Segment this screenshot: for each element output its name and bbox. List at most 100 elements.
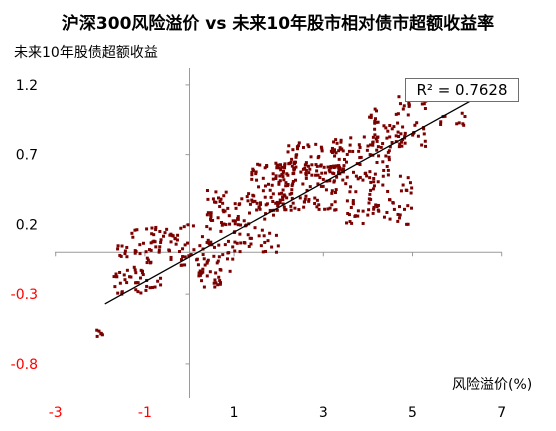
data-point [337, 149, 341, 153]
data-point [332, 149, 336, 153]
data-point [353, 214, 357, 218]
data-point [251, 200, 255, 204]
data-point [411, 133, 415, 137]
data-point [265, 163, 269, 167]
data-point [301, 167, 305, 171]
data-point [341, 167, 345, 171]
data-point [368, 115, 372, 119]
data-point [205, 261, 209, 265]
data-point [396, 219, 400, 223]
data-point [348, 143, 352, 147]
data-point [253, 226, 257, 230]
data-point [284, 181, 288, 185]
data-point [316, 173, 320, 177]
data-point [326, 207, 330, 211]
data-point [198, 269, 202, 273]
data-point [115, 275, 119, 279]
data-point [271, 213, 275, 217]
data-point [134, 271, 138, 275]
data-point [310, 173, 314, 177]
data-point [314, 173, 318, 177]
data-point [280, 165, 284, 169]
data-point [287, 162, 291, 166]
data-point [261, 189, 265, 193]
data-point [277, 166, 281, 170]
data-point [367, 201, 371, 205]
data-point [406, 204, 410, 208]
data-point [189, 253, 193, 257]
data-point [212, 281, 216, 285]
data-point [205, 189, 209, 193]
data-point [321, 177, 325, 181]
data-point [349, 136, 353, 140]
data-point [132, 265, 136, 269]
data-point [133, 228, 137, 232]
data-point [258, 201, 262, 205]
data-point [374, 117, 378, 121]
data-point [390, 127, 394, 131]
data-point [283, 163, 287, 167]
data-point [420, 102, 424, 106]
data-point [198, 244, 202, 248]
data-point [345, 152, 349, 156]
data-point [407, 101, 411, 105]
data-point [176, 233, 180, 237]
data-point [373, 127, 377, 131]
data-point [268, 188, 272, 192]
data-point [339, 140, 343, 144]
data-point [330, 189, 334, 193]
data-point [271, 200, 275, 204]
data-point [337, 164, 341, 168]
data-point [216, 259, 220, 263]
data-point [333, 154, 337, 158]
data-point [283, 166, 287, 170]
data-point [122, 273, 126, 277]
data-point [159, 238, 163, 242]
data-point [238, 250, 242, 254]
data-point [148, 261, 152, 265]
data-point [157, 248, 161, 252]
data-point [392, 207, 396, 211]
data-point [258, 163, 262, 167]
data-point [277, 192, 281, 196]
data-point [376, 145, 380, 149]
data-point [236, 223, 240, 227]
data-point [304, 171, 308, 175]
data-point [263, 195, 267, 199]
data-point [252, 194, 256, 198]
data-point [308, 167, 312, 171]
data-point [317, 203, 321, 207]
data-point [152, 239, 156, 243]
data-point [258, 207, 262, 211]
data-point [320, 147, 324, 151]
data-point [303, 197, 307, 201]
data-point [350, 221, 354, 225]
data-point [222, 194, 226, 198]
data-point [246, 233, 250, 237]
data-point [222, 210, 226, 214]
data-point [250, 177, 254, 181]
data-point [289, 208, 293, 212]
data-point [223, 243, 227, 247]
data-point [217, 255, 221, 259]
data-point [207, 241, 211, 245]
data-point [116, 244, 120, 248]
data-point [377, 154, 381, 158]
data-point [320, 149, 324, 153]
data-point [182, 225, 186, 229]
data-point [159, 240, 163, 244]
data-point [463, 115, 467, 119]
data-point [292, 167, 296, 171]
data-point [148, 248, 152, 252]
data-point [423, 139, 427, 143]
data-point [341, 178, 345, 182]
data-point [379, 145, 383, 149]
data-point [289, 204, 293, 208]
data-point [326, 165, 330, 169]
data-point [302, 205, 306, 209]
data-point [216, 196, 220, 200]
data-point [130, 231, 134, 235]
data-point [345, 175, 349, 179]
data-point [120, 290, 124, 294]
data-point [239, 241, 243, 245]
